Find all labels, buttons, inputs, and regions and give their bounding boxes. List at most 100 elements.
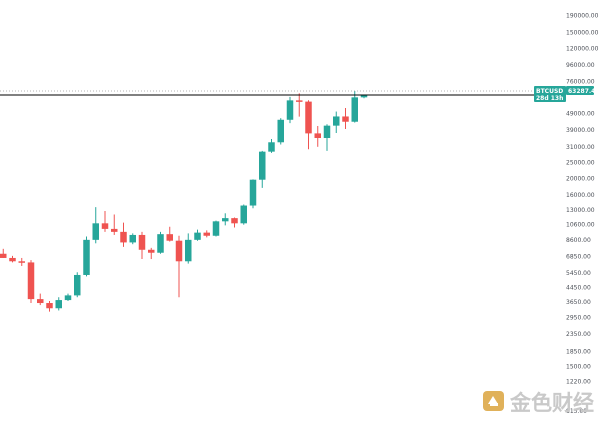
y-tick-label: 120000.00 bbox=[566, 46, 599, 53]
y-tick-label: 13000.00 bbox=[566, 207, 595, 214]
candle-body bbox=[120, 231, 127, 243]
watermark-text: 金色财经 bbox=[509, 391, 594, 415]
candle-body bbox=[64, 295, 72, 301]
badge-countdown: 28d 13h bbox=[536, 95, 563, 102]
candle bbox=[175, 235, 183, 298]
y-tick-label: 4450.00 bbox=[566, 285, 591, 292]
y-tick-label: 10600.00 bbox=[566, 222, 595, 229]
candle bbox=[185, 233, 192, 264]
y-tick-label: 96000.00 bbox=[566, 62, 595, 69]
candle bbox=[9, 255, 16, 263]
candle-body bbox=[92, 223, 99, 240]
candle-body bbox=[83, 239, 90, 275]
candle-body bbox=[296, 100, 303, 102]
candle-body bbox=[111, 228, 118, 232]
candle-body bbox=[27, 262, 35, 300]
candle-body bbox=[18, 261, 25, 263]
candle bbox=[231, 217, 238, 228]
candle bbox=[203, 230, 210, 238]
candle-body bbox=[175, 240, 183, 262]
y-tick-label: 3650.00 bbox=[566, 299, 591, 306]
candle bbox=[240, 204, 247, 225]
y-tick-label: 2950.00 bbox=[566, 314, 591, 321]
candle bbox=[55, 297, 62, 311]
candle bbox=[323, 124, 331, 151]
candle-body bbox=[9, 257, 16, 262]
candle-body bbox=[166, 234, 173, 241]
candle-body bbox=[314, 133, 321, 139]
y-tick-label: 5450.00 bbox=[566, 270, 591, 277]
candle bbox=[129, 233, 136, 245]
candle bbox=[27, 260, 35, 304]
candle bbox=[351, 90, 358, 123]
y-tick-label: 39000.00 bbox=[566, 127, 595, 134]
candle-body bbox=[203, 232, 210, 236]
candle bbox=[286, 96, 294, 124]
candle bbox=[166, 226, 173, 242]
candle bbox=[120, 222, 127, 247]
candle bbox=[18, 257, 25, 266]
y-tick-label: 31000.00 bbox=[566, 144, 595, 151]
badge-symbol: BTCUSD bbox=[536, 88, 563, 95]
y-tick-label: 1500.00 bbox=[566, 364, 591, 371]
candle-body bbox=[46, 303, 53, 309]
y-tick-label: 6850.00 bbox=[566, 253, 591, 260]
candle bbox=[92, 207, 99, 244]
candle-body bbox=[222, 218, 229, 222]
candle bbox=[212, 220, 220, 237]
candle-body bbox=[55, 300, 62, 309]
candle bbox=[249, 179, 257, 209]
candle-body bbox=[148, 249, 155, 253]
y-tick-label: 25000.00 bbox=[566, 159, 595, 166]
candle-body bbox=[0, 253, 7, 258]
candle-body bbox=[305, 101, 312, 134]
candle-body bbox=[129, 234, 136, 243]
candle bbox=[194, 229, 201, 241]
y-tick-label: 190000.00 bbox=[566, 12, 599, 19]
candle bbox=[277, 118, 284, 145]
y-tick-label: 8600.00 bbox=[566, 237, 591, 244]
candles-layer bbox=[0, 90, 368, 312]
candle bbox=[37, 293, 44, 306]
candle-body bbox=[157, 234, 164, 253]
y-tick-label: 1220.00 bbox=[566, 379, 591, 386]
badge-price: 63287.45 bbox=[568, 88, 600, 95]
candle-body bbox=[231, 218, 238, 224]
candle bbox=[138, 231, 146, 260]
candle bbox=[111, 214, 118, 235]
y-tick-label: 20000.00 bbox=[566, 176, 595, 183]
candle-body bbox=[74, 274, 81, 296]
candle-body bbox=[240, 205, 247, 224]
candle-body bbox=[37, 299, 44, 304]
candle-body bbox=[101, 223, 109, 229]
candle bbox=[342, 108, 349, 130]
candle bbox=[222, 213, 229, 226]
candle bbox=[333, 111, 340, 133]
candle bbox=[268, 139, 275, 153]
candle bbox=[314, 125, 321, 147]
candle-body bbox=[277, 119, 284, 143]
candle bbox=[259, 150, 266, 188]
last-price-badge: BTCUSD 28d 13h bbox=[534, 86, 566, 102]
candle-body bbox=[286, 100, 294, 120]
candle bbox=[148, 247, 155, 260]
watermark: 金色财经 bbox=[483, 391, 594, 415]
price-axis: 190000.00 150000.00 120000.00 96000.00 76000… bbox=[566, 12, 599, 415]
y-tick-label: 49000.00 bbox=[566, 111, 595, 118]
y-tick-label: 1850.00 bbox=[566, 348, 591, 355]
candle bbox=[83, 236, 90, 277]
candle-body bbox=[268, 142, 275, 152]
candle-body bbox=[342, 116, 349, 122]
candle bbox=[74, 272, 81, 298]
candle-body bbox=[351, 97, 358, 122]
candle bbox=[64, 293, 72, 302]
candle bbox=[0, 248, 7, 258]
y-tick-label: 16000.00 bbox=[566, 192, 595, 199]
candle-body bbox=[138, 234, 146, 250]
y-tick-label: 2350.00 bbox=[566, 331, 591, 338]
y-tick-label: 815.00 bbox=[566, 408, 587, 415]
y-tick-label: 150000.00 bbox=[566, 29, 599, 36]
candle bbox=[296, 93, 303, 117]
